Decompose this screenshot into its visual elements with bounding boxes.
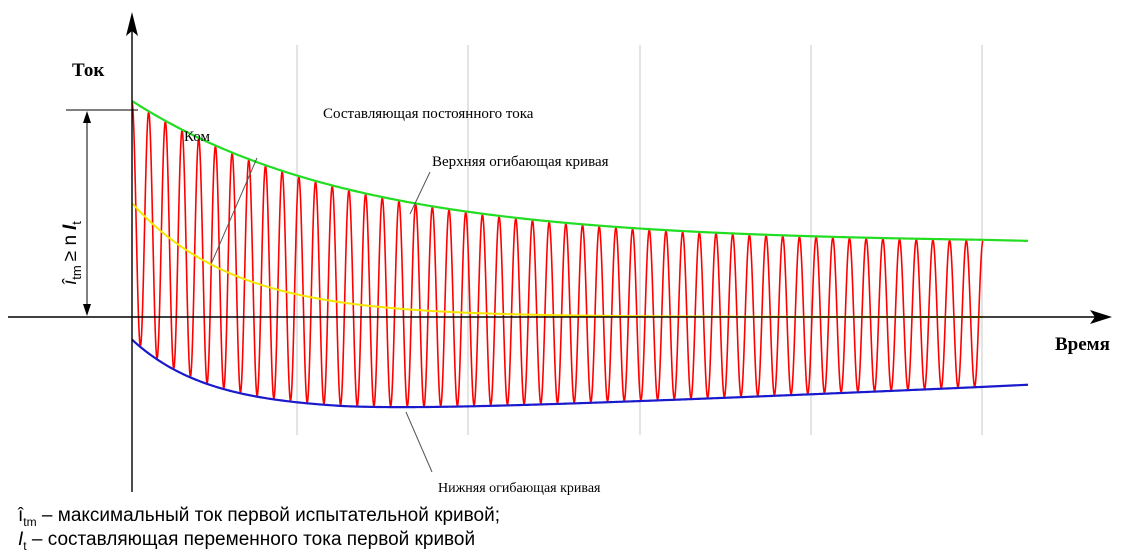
leader-line-lower xyxy=(405,411,433,473)
lower-envelope-curve xyxy=(131,338,1029,409)
dimension-arrow-top xyxy=(83,111,91,123)
legend-symbol: î xyxy=(18,505,24,526)
upper-envelope-curve xyxy=(131,100,1029,242)
legend-symbol: I xyxy=(18,529,24,550)
oscillating-current-curve xyxy=(131,101,984,408)
dc-component-label: Составляющая постоянного тока xyxy=(323,106,534,122)
peak-current-dimension-label: îtm≥ nIt xyxy=(60,221,84,285)
y-axis-label: Ток xyxy=(72,60,104,81)
truncated-label: Ком xyxy=(184,129,210,145)
leader-line-upper xyxy=(409,171,431,215)
legend-subscript: t xyxy=(23,538,27,553)
y-axis-arrow xyxy=(126,12,138,36)
dimension-arrow-bottom xyxy=(83,304,91,316)
x-axis-arrow xyxy=(1090,310,1112,324)
legend-subscript: tm xyxy=(23,514,37,529)
legend-text: – составляющая переменного тока первой к… xyxy=(31,529,476,550)
svg-text:îtm≥ nIt: îtm≥ nIt xyxy=(60,221,84,285)
dc-component-curve xyxy=(131,202,983,318)
x-axis-label: Время xyxy=(1055,334,1110,355)
legend-line-ac-component: It – составляющая переменного тока перво… xyxy=(18,529,475,557)
leader-line-dc xyxy=(211,157,258,263)
lower-envelope-label: Нижняя огибающая кривая xyxy=(438,481,601,496)
legend-line-peak-current: îtm – максимальный ток первой испытатель… xyxy=(18,505,500,533)
upper-envelope-label: Верхняя огибающая кривая xyxy=(432,154,609,170)
legend-text: – максимальный ток первой испытательной … xyxy=(41,505,500,526)
